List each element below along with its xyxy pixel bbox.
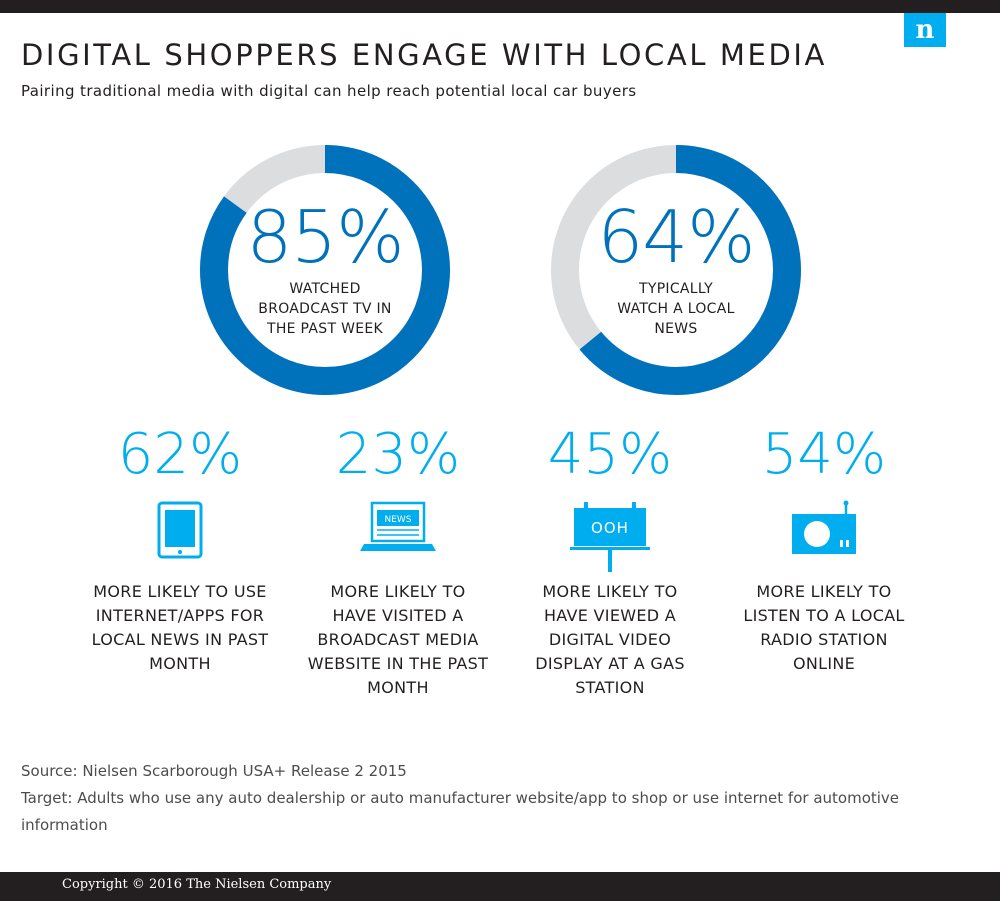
stat-percent: 23%: [335, 422, 461, 487]
stat-line: STATION: [575, 678, 645, 697]
stat-description: MORE LIKELY TO USE INTERNET/APPS FOR LOC…: [70, 580, 290, 676]
stat-description: MORE LIKELY TO HAVE VISITED A BROADCAST …: [288, 580, 508, 700]
footer-bar: Copyright © 2016 The Nielsen Company: [0, 872, 1000, 901]
donut-label: WATCHED BROADCAST TV IN THE PAST WEEK: [240, 279, 410, 339]
donut-label-line: NEWS: [654, 321, 698, 337]
stat-line: MONTH: [367, 678, 429, 697]
stat-line: LISTEN TO A LOCAL: [743, 606, 905, 625]
target-line: Target: Adults who use any auto dealersh…: [21, 789, 900, 834]
stat-description: MORE LIKELY TO LISTEN TO A LOCAL RADIO S…: [714, 580, 934, 676]
stat-line: MORE LIKELY TO: [542, 582, 678, 601]
ooh-text: OOH: [591, 519, 629, 537]
stat-line: DISPLAY AT A GAS: [535, 654, 685, 673]
donut-arc: [200, 145, 450, 395]
stat-percent: 54%: [761, 422, 887, 487]
donut-arc: [551, 145, 801, 395]
top-bar: [0, 0, 1000, 13]
page-subtitle: Pairing traditional media with digital c…: [21, 82, 637, 100]
stat-line: BROADCAST MEDIA: [317, 630, 479, 649]
laptop-news-icon: NEWS: [288, 500, 508, 580]
logo-letter: n: [915, 15, 935, 45]
stat-percent: 45%: [547, 422, 673, 487]
stat-description: MORE LIKELY TO HAVE VIEWED A DIGITAL VID…: [500, 580, 720, 700]
donut-label-line: THE PAST WEEK: [266, 321, 383, 337]
donut-value: 64%: [597, 195, 755, 279]
source-line: Source: Nielsen Scarborough USA+ Release…: [21, 762, 407, 780]
stat-line: MORE LIKELY TO: [330, 582, 466, 601]
stat-line: ONLINE: [792, 654, 856, 673]
donut-label-line: TYPICALLY: [638, 281, 714, 297]
copyright-text: Copyright © 2016 The Nielsen Company: [62, 877, 332, 892]
stat-line: WEBSITE IN THE PAST: [307, 654, 489, 673]
source-note: Source: Nielsen Scarborough USA+ Release…: [21, 758, 961, 839]
donut-label: TYPICALLY WATCH A LOCAL NEWS: [591, 279, 761, 339]
news-text: NEWS: [384, 515, 411, 525]
stat-internet-apps: 62% MORE LIKELY TO USE INTERNET/APPS FOR…: [70, 422, 290, 674]
stat-line: LOCAL NEWS IN PAST: [91, 630, 269, 649]
donut-chart-2: 64% TYPICALLY WATCH A LOCAL NEWS: [551, 145, 801, 395]
tablet-icon: [70, 500, 290, 580]
stat-line: RADIO STATION: [760, 630, 888, 649]
nielsen-logo: n: [904, 13, 946, 47]
stat-line: MORE LIKELY TO: [756, 582, 892, 601]
donut-label-line: WATCH A LOCAL: [617, 301, 735, 317]
stat-line: DIGITAL VIDEO: [548, 630, 672, 649]
radio-icon: [714, 500, 934, 580]
stat-line: HAVE VISITED A: [332, 606, 464, 625]
billboard-icon: OOH: [500, 500, 720, 580]
stat-line: HAVE VIEWED A: [543, 606, 677, 625]
stat-line: INTERNET/APPS FOR: [95, 606, 265, 625]
page-title: DIGITAL SHOPPERS ENGAGE WITH LOCAL MEDIA: [21, 38, 827, 72]
stat-broadcast-website: 23% NEWS MORE LIKELY TO HAVE VISITED A B…: [288, 422, 508, 698]
donut-label-line: BROADCAST TV IN: [258, 301, 392, 317]
donut-chart-1: 85% WATCHED BROADCAST TV IN THE PAST WEE…: [200, 145, 450, 395]
stat-line: MORE LIKELY TO USE: [93, 582, 267, 601]
stat-radio-online: 54% MORE LIKELY TO LISTEN TO A LOCAL RAD…: [714, 422, 934, 674]
donut-svg-1: [200, 145, 450, 395]
stat-gas-station-display: 45% OOH MORE LIKELY TO HAVE VIEWED A DIG…: [500, 422, 720, 698]
donut-label-line: WATCHED: [289, 281, 361, 297]
stat-percent: 62%: [117, 422, 243, 487]
stat-line: MONTH: [149, 654, 211, 673]
donut-svg-2: [551, 145, 801, 395]
donut-value: 85%: [246, 195, 404, 279]
